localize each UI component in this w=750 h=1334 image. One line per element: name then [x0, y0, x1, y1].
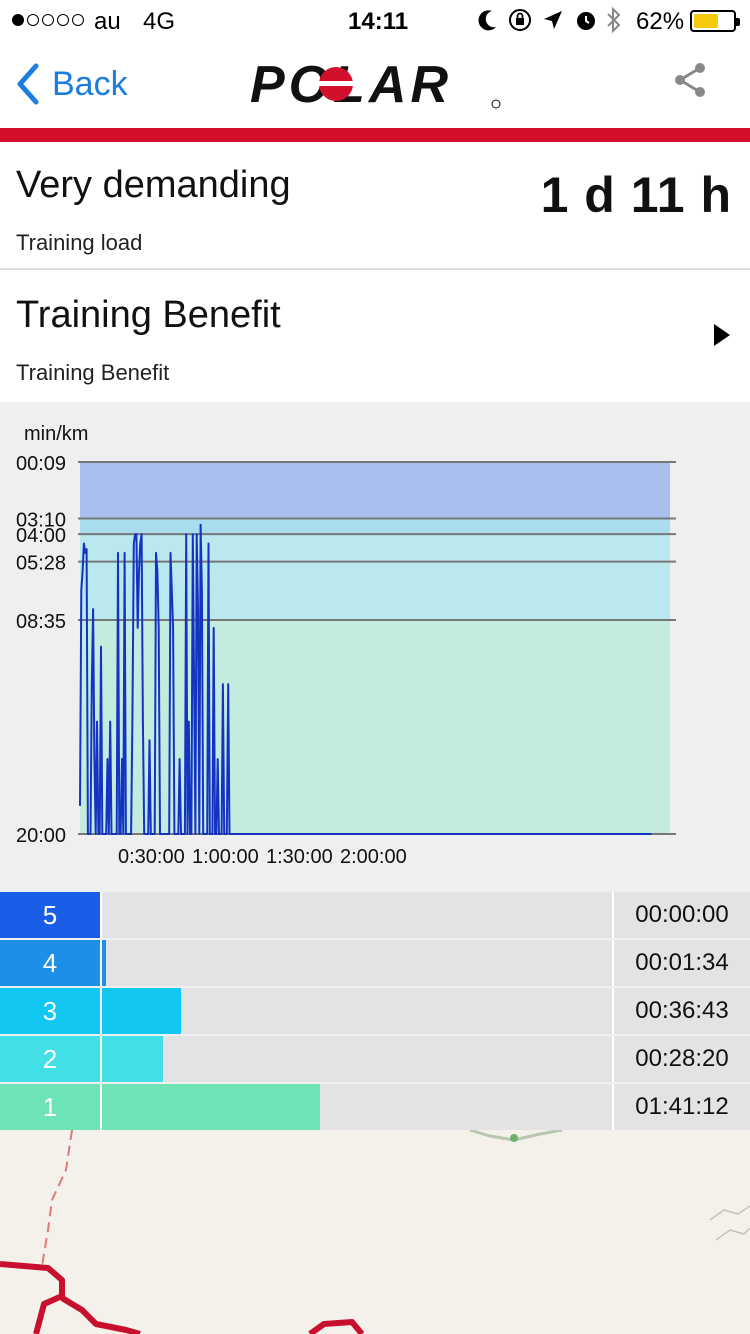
signal-dot	[57, 14, 69, 26]
zone-time-label: 01:41:12	[635, 1093, 729, 1120]
y-tick-label: 08:35	[16, 611, 66, 633]
zone-row-4: 4 00:01:34	[0, 940, 750, 986]
x-tick-label: 1:30:00	[266, 846, 333, 868]
heart-rate-zones: 5 00:00:00 4 00:01:34 3 00:36:43 2 00:28:20 1 01:…	[0, 890, 750, 1130]
zone-row-5: 5 00:00:00	[0, 892, 750, 938]
zone-divider	[612, 892, 614, 938]
moon-icon	[478, 10, 496, 31]
zone-row-3: 3 00:36:43	[0, 988, 750, 1034]
contour-line	[709, 1205, 750, 1221]
zone-divider	[100, 988, 102, 1034]
zone-divider	[612, 988, 614, 1034]
signal-dot	[42, 14, 54, 26]
network-label: 4G	[143, 8, 176, 35]
training-benefit-title: Training Benefit	[16, 294, 281, 336]
battery-nub	[736, 18, 740, 26]
signal-dot	[27, 14, 39, 26]
zone-divider	[100, 1084, 102, 1130]
zone-row-1: 1 01:41:12	[0, 1084, 750, 1130]
y-tick-label: 20:00	[16, 825, 66, 847]
route-line	[60, 1295, 141, 1334]
route-line	[0, 1261, 65, 1334]
signal-dot	[12, 14, 24, 26]
orientation-lock-icon	[509, 9, 531, 31]
route-map-svg	[0, 1130, 750, 1334]
zone-band	[80, 518, 670, 535]
route-map[interactable]	[0, 1130, 750, 1334]
zone-time-label: 00:00:00	[635, 901, 729, 928]
pace-series-line	[79, 523, 652, 835]
signal-strength-icon	[12, 14, 84, 26]
y-tick-label: 04:00	[16, 525, 66, 547]
border-line	[41, 1130, 73, 1267]
chevron-left-icon	[17, 63, 39, 105]
zone-number: 1	[0, 1084, 100, 1130]
share-icon[interactable]	[670, 60, 710, 100]
training-load-value: Very demanding	[16, 164, 291, 206]
zone-divider	[612, 1084, 614, 1130]
clock: 14:11	[348, 8, 409, 35]
zone-divider	[612, 940, 614, 986]
zone-divider	[100, 892, 102, 938]
zone-time-label: 00:01:34	[635, 949, 729, 976]
disclosure-arrow-icon	[714, 324, 730, 346]
zone-number: 4	[0, 940, 100, 986]
park-marker	[510, 1134, 518, 1142]
battery-fill	[694, 14, 718, 28]
zone-band	[80, 462, 670, 519]
y-tick-label: 03:10	[16, 510, 66, 532]
zone-time-bar	[102, 1036, 163, 1082]
zone-time-label: 00:28:20	[635, 1045, 729, 1072]
battery-icon	[690, 10, 740, 32]
training-benefit-row[interactable]: Training Benefit Training Benefit	[0, 272, 750, 402]
back-button[interactable]: Back	[14, 62, 128, 106]
zone-row-2: 2 00:28:20	[0, 1036, 750, 1082]
x-tick-label: 2:00:00	[340, 846, 407, 868]
signal-dot	[72, 14, 84, 26]
training-load-label: Training load	[16, 230, 143, 255]
location-arrow-icon	[544, 11, 562, 29]
zone-divider	[612, 1036, 614, 1082]
zone-time-bar	[102, 988, 181, 1034]
zone-divider	[100, 940, 102, 986]
back-label: Back	[52, 64, 128, 103]
carrier-label: au	[94, 8, 121, 35]
y-axis-label: min/km	[24, 423, 88, 445]
zone-number: 2	[0, 1036, 100, 1082]
training-benefit-sub: Training Benefit	[16, 360, 170, 385]
polar-logo: POLAR	[250, 58, 501, 110]
pace-chart: 00:09 03:10 04:00 05:28 08:35 20:00 min/km 0:30…	[0, 402, 750, 890]
y-tick-label: 05:28	[16, 553, 66, 575]
alarm-icon	[577, 12, 595, 30]
recovery-time: 1 d 11 h	[540, 167, 732, 223]
zone-band	[80, 534, 670, 621]
bluetooth-icon	[607, 6, 621, 34]
zone-time-label: 00:36:43	[635, 997, 729, 1024]
contour-line	[715, 1227, 750, 1241]
status-bar: au 4G 14:11 62%	[0, 0, 750, 40]
x-tick-label: 0:30:00	[118, 846, 185, 868]
route-line	[308, 1319, 365, 1334]
zone-time-bar	[102, 1084, 320, 1130]
battery-percent: 62%	[636, 8, 685, 35]
zone-time-bar	[102, 940, 106, 986]
training-load-row: Very demanding Training load 1 d 11 h	[0, 142, 750, 270]
y-tick-label: 00:09	[16, 453, 66, 475]
brand-divider	[0, 128, 750, 142]
x-tick-label: 1:00:00	[192, 846, 259, 868]
nav-bar: Back POLAR	[0, 40, 750, 128]
polar-logo-stripe	[318, 81, 354, 86]
zone-number: 5	[0, 892, 100, 938]
zone-number: 3	[0, 988, 100, 1034]
zone-divider	[100, 1036, 102, 1082]
